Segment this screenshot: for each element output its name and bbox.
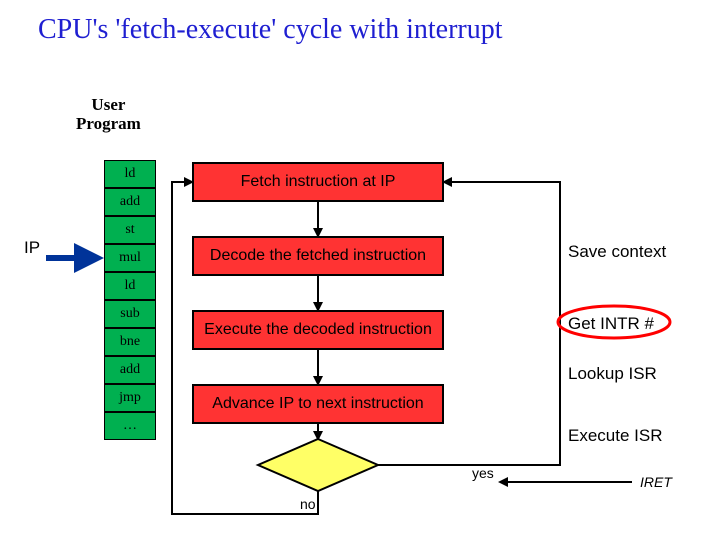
pipeline-stage: Decode the fetched instruction <box>192 236 444 276</box>
instr-cell: mul <box>104 244 156 272</box>
instr-cell: ld <box>104 272 156 300</box>
instr-cell: add <box>104 188 156 216</box>
side-label: Get INTR # <box>568 314 654 334</box>
user-program-label: UserProgram <box>76 96 141 133</box>
instr-cell: add <box>104 356 156 384</box>
instr-cell: jmp <box>104 384 156 412</box>
pipeline-stage: Execute the decoded instruction <box>192 310 444 350</box>
branch-yes-label: yes <box>472 465 494 481</box>
pipeline-stage: Fetch instruction at IP <box>192 162 444 202</box>
instr-cell: bne <box>104 328 156 356</box>
iret-label: IRET <box>640 474 672 490</box>
pipeline-stage: Advance IP to next instruction <box>192 384 444 424</box>
page-title: CPU's 'fetch-execute' cycle with interru… <box>38 14 503 46</box>
instr-cell: … <box>104 412 156 440</box>
instr-cell: ld <box>104 160 156 188</box>
side-label: Lookup ISR <box>568 364 657 384</box>
instr-cell: st <box>104 216 156 244</box>
side-label: Execute ISR <box>568 426 663 446</box>
diamond-label: IRQ? <box>288 455 348 472</box>
branch-no-label: no <box>300 496 316 512</box>
ip-label: IP <box>24 238 40 258</box>
side-label: Save context <box>568 242 666 262</box>
instr-cell: sub <box>104 300 156 328</box>
